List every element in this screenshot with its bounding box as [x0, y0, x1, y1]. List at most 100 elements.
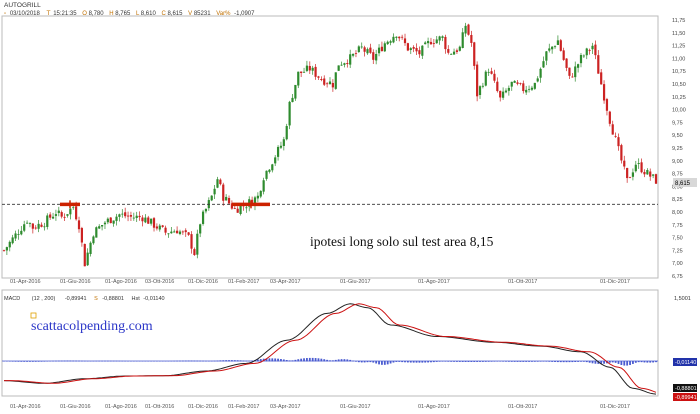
candle-body	[513, 80, 516, 83]
support-test-markers	[60, 200, 270, 209]
candle-body	[605, 99, 609, 111]
macd-hist-bar	[418, 361, 421, 363]
price-y-tick: 11,25	[672, 44, 685, 50]
candle-body	[628, 177, 632, 179]
price-x-tick: 01-Giu-2016	[60, 279, 91, 285]
macd-panel	[1, 289, 659, 397]
candle-body	[236, 208, 239, 213]
candle-body	[43, 226, 46, 228]
candle-body	[92, 236, 95, 244]
candle-body	[631, 172, 635, 177]
candle-body	[346, 63, 349, 65]
price-y-tick: 9,00	[672, 159, 683, 165]
candle-body	[568, 67, 571, 76]
macd-hist-bar	[282, 359, 285, 362]
candle-body	[95, 227, 98, 238]
macd-hist-bar	[594, 361, 597, 364]
macd-hist-bar	[528, 361, 530, 362]
candle-body	[196, 233, 199, 255]
macd-hist-bar	[476, 361, 479, 362]
candle-body	[591, 45, 594, 50]
macd-hist-bar	[473, 361, 476, 362]
annotation-text: ipotesi long solo sul test area 8,15	[310, 234, 494, 249]
candle-body	[473, 42, 476, 66]
candle-body	[271, 164, 274, 171]
price-panel	[1, 15, 659, 279]
candle-body	[435, 39, 438, 44]
candle-body	[11, 237, 14, 244]
candle-body	[395, 36, 398, 38]
candle-body	[150, 218, 153, 224]
macd-hist-bar	[479, 361, 481, 362]
candle-body	[302, 71, 306, 73]
candle-body	[187, 232, 190, 235]
candle-body	[193, 249, 196, 256]
candle-body	[126, 215, 130, 217]
candle-body	[245, 207, 248, 209]
macd-hist-bar	[277, 358, 279, 362]
macd-hist-bar	[588, 361, 591, 363]
macd-hist-bar	[603, 361, 605, 364]
macd-hist-bar	[280, 359, 282, 362]
watermark-box-icon	[30, 312, 37, 319]
macd-hist-bar	[265, 358, 268, 362]
candle-body	[219, 179, 222, 185]
candle-body	[216, 179, 219, 188]
candle-body	[109, 217, 112, 224]
macd-hist-bar	[617, 361, 620, 364]
macd-hist-bar	[297, 359, 300, 362]
candle-body	[481, 85, 485, 87]
candle-body	[253, 197, 257, 206]
macd-hist-bar	[608, 361, 611, 363]
candle-body	[426, 41, 430, 44]
candle-body	[173, 231, 176, 233]
candle-body	[147, 217, 150, 224]
price-x-tick: 03-Apr-2017	[270, 279, 301, 285]
candle-body	[623, 160, 626, 167]
macd-tag-bg	[673, 384, 697, 392]
macd-hist-bar	[268, 358, 271, 362]
candle-body	[199, 224, 202, 234]
candle-body	[308, 65, 311, 71]
macd-x-tick: 01-Ago-2017	[418, 404, 450, 410]
candle-body	[340, 64, 343, 66]
candle-body	[527, 88, 531, 90]
candle-body	[372, 52, 375, 60]
header-high: 8,765	[115, 11, 131, 17]
candle-body	[640, 162, 643, 173]
candle-body	[121, 213, 124, 215]
price-y-tick: 9,25	[672, 146, 683, 152]
candle-body	[600, 72, 603, 85]
price-y-tick: 11,75	[672, 18, 685, 24]
candle-body	[167, 233, 170, 235]
macd-x-tick: 01-Ott-2017	[508, 404, 537, 410]
candle-body	[452, 51, 456, 55]
macd-hist-bar	[300, 358, 303, 362]
candle-body	[559, 40, 562, 51]
candle-body	[444, 36, 447, 50]
candle-body	[54, 214, 58, 216]
macd-tag: -0,89941	[675, 395, 697, 401]
candle-body	[579, 54, 583, 64]
candle-body	[357, 46, 360, 53]
candle-body	[317, 76, 320, 78]
macd-x-tick: 01-Dic-2016	[188, 404, 218, 410]
candle-body	[5, 247, 8, 251]
candle-body	[380, 46, 384, 52]
header-close: 8,615	[167, 11, 183, 17]
candle-body	[377, 47, 381, 54]
candle-body	[343, 63, 346, 65]
macd-hist-bar	[306, 358, 308, 362]
macd-hist-bar	[551, 361, 554, 362]
macd-hist-bar	[649, 361, 652, 363]
macd-hist-bar	[637, 361, 640, 363]
last-price-tag-text: 8,615	[675, 181, 691, 187]
macd-hist-bar	[430, 361, 432, 363]
candle-body	[210, 195, 213, 201]
candle-body	[369, 47, 372, 53]
candle-body	[14, 233, 17, 239]
macd-hist-bar	[383, 361, 386, 365]
price-x-tick: 01-Dic-2017	[600, 279, 630, 285]
price-x-tick: 01-Ago-2016	[105, 279, 137, 285]
macd-hist-bar	[574, 361, 577, 362]
